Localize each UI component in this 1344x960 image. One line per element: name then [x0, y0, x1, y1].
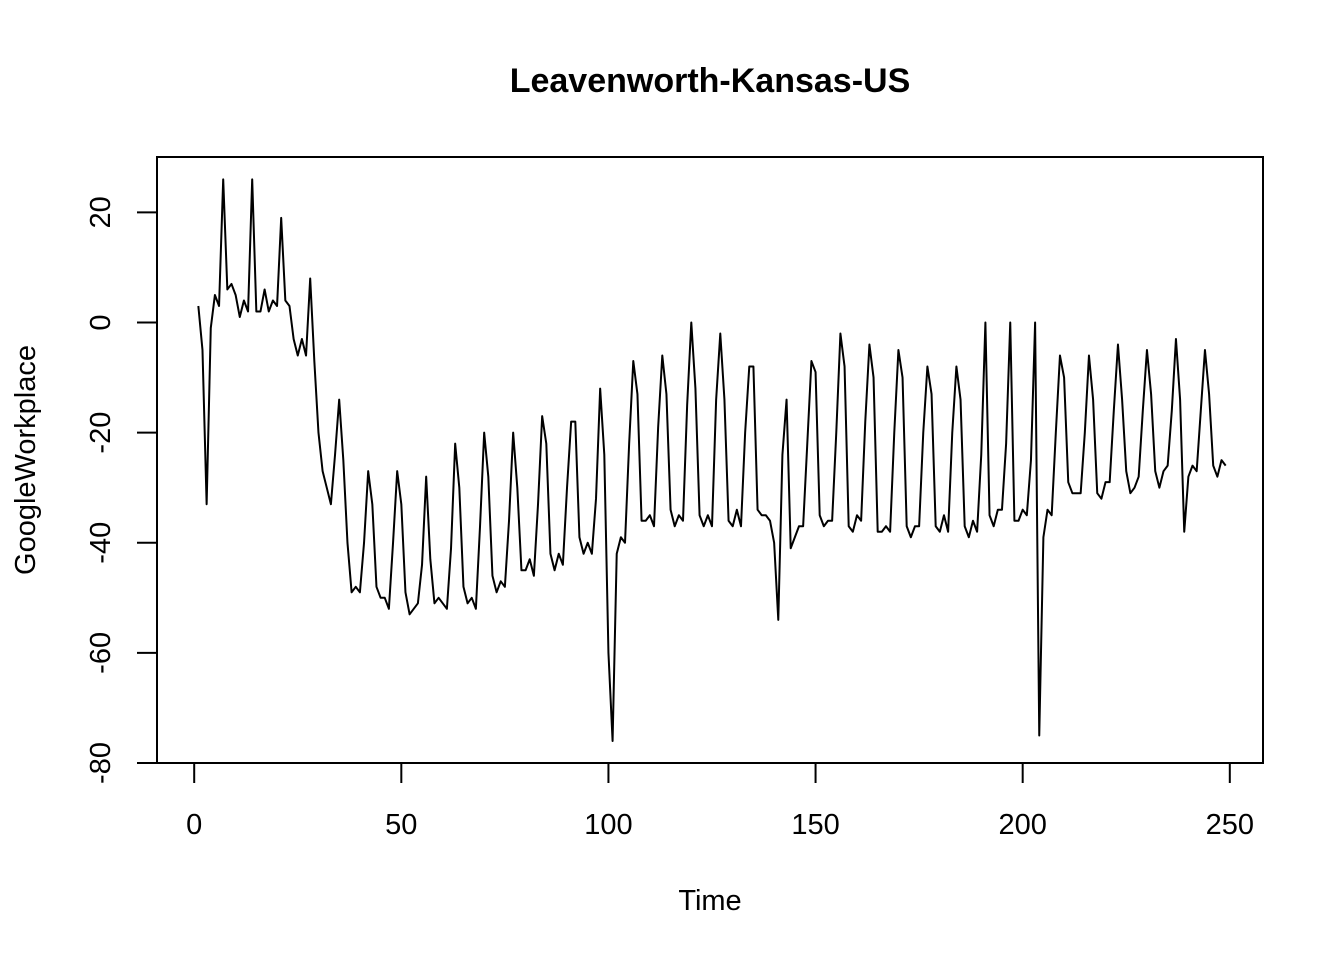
series-line-googleworkplace — [197, 178, 1227, 742]
y-tick-label: 0 — [85, 314, 117, 330]
x-axis-label: Time — [678, 885, 741, 917]
x-axis: 0 50 100 150 200 250 — [186, 762, 1254, 841]
y-axis: -80 -60 -40 -20 0 20 — [85, 196, 158, 784]
y-tick-label: -80 — [85, 742, 117, 784]
chart-title: Leavenworth-Kansas-US — [510, 62, 911, 100]
x-tick-label: 200 — [998, 809, 1046, 841]
x-tick-label: 0 — [186, 809, 202, 841]
x-tick-label: 100 — [584, 809, 632, 841]
y-tick-label: -40 — [85, 522, 117, 564]
x-tick-label: 250 — [1206, 809, 1254, 841]
x-tick-label: 50 — [385, 809, 417, 841]
y-tick-label: -20 — [85, 412, 117, 454]
y-tick-label: -60 — [85, 632, 117, 674]
plot-area-box — [156, 156, 1264, 764]
y-tick-label: 20 — [85, 196, 117, 228]
x-tick-label: 150 — [791, 809, 839, 841]
y-axis-label: GoogleWorkplace — [10, 345, 42, 575]
